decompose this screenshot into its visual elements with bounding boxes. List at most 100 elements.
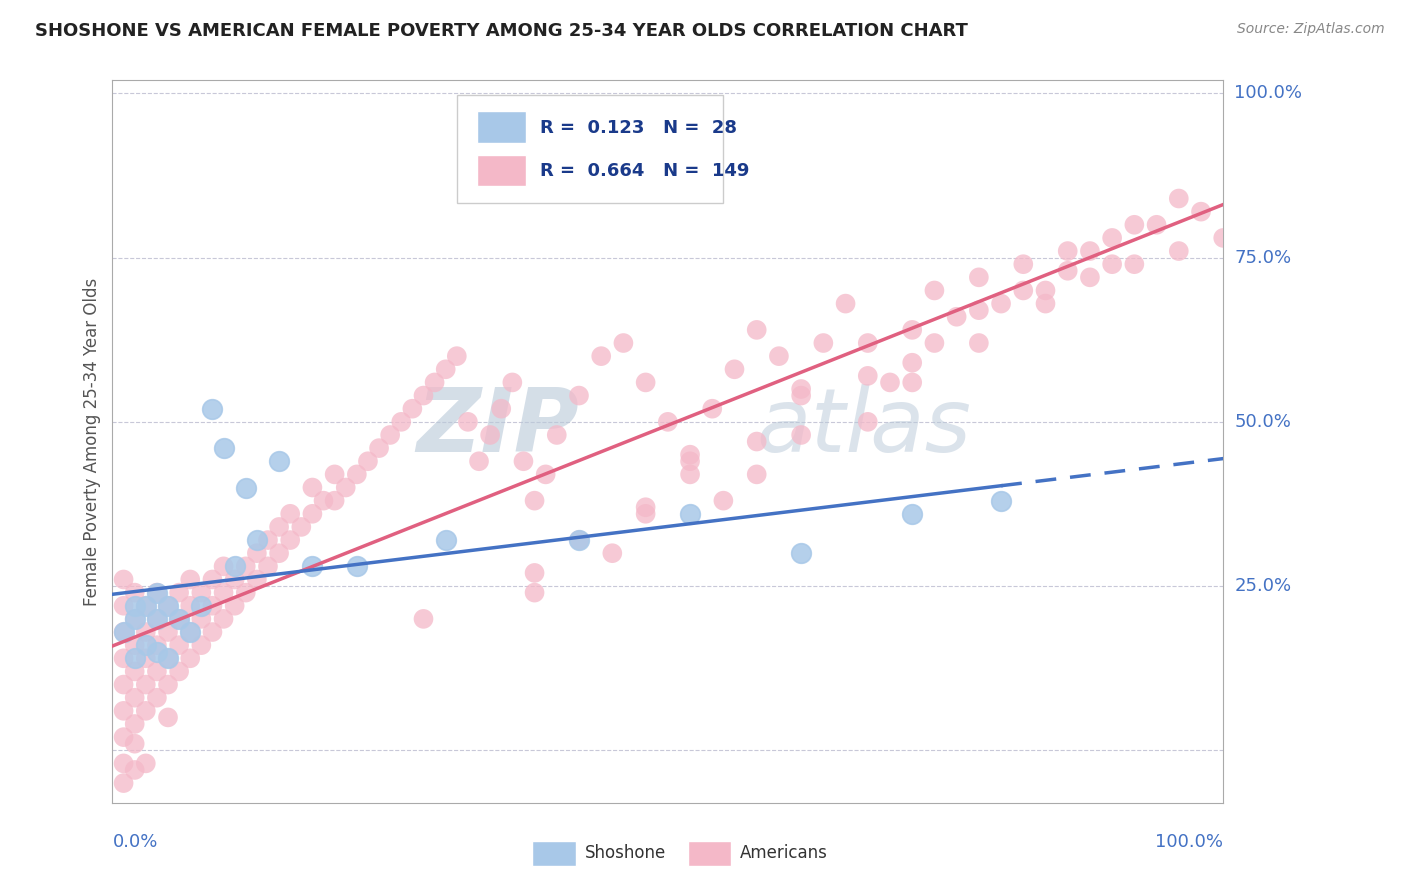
Point — [457, 415, 479, 429]
Point — [568, 388, 591, 402]
Point — [157, 599, 180, 613]
Point — [602, 546, 624, 560]
Point — [157, 710, 180, 724]
Point — [346, 467, 368, 482]
Point — [790, 546, 813, 560]
Text: 50.0%: 50.0% — [1234, 413, 1291, 431]
Point — [157, 651, 180, 665]
Point — [446, 349, 468, 363]
Point — [523, 585, 546, 599]
Point — [679, 467, 702, 482]
Point — [124, 612, 146, 626]
Point — [546, 428, 568, 442]
Point — [235, 585, 257, 599]
Point — [112, 730, 135, 744]
Y-axis label: Female Poverty Among 25-34 Year Olds: Female Poverty Among 25-34 Year Olds — [83, 277, 101, 606]
Point — [489, 401, 512, 416]
Point — [135, 638, 157, 652]
Point — [1035, 296, 1057, 310]
Point — [1101, 257, 1123, 271]
Point — [1212, 231, 1234, 245]
Point — [1123, 218, 1146, 232]
Point — [1146, 218, 1168, 232]
Point — [1101, 231, 1123, 245]
Point — [135, 704, 157, 718]
Point — [112, 599, 135, 613]
Point — [856, 415, 879, 429]
Point — [745, 323, 768, 337]
Point — [1035, 284, 1057, 298]
Point — [323, 467, 346, 482]
Point — [190, 638, 212, 652]
Point — [157, 625, 180, 640]
Point — [135, 677, 157, 691]
FancyBboxPatch shape — [477, 154, 526, 186]
Point — [901, 323, 924, 337]
Point — [346, 559, 368, 574]
Point — [112, 756, 135, 771]
Point — [1012, 284, 1035, 298]
Point — [1012, 257, 1035, 271]
Point — [901, 507, 924, 521]
Point — [879, 376, 901, 390]
Point — [612, 336, 634, 351]
Point — [290, 520, 312, 534]
Point — [201, 573, 224, 587]
Point — [1167, 192, 1189, 206]
Point — [523, 493, 546, 508]
Point — [901, 356, 924, 370]
Text: Shoshone: Shoshone — [585, 845, 666, 863]
Text: 75.0%: 75.0% — [1234, 249, 1292, 267]
Point — [257, 559, 280, 574]
Point — [591, 349, 613, 363]
Point — [179, 625, 201, 640]
Point — [267, 520, 291, 534]
Point — [856, 368, 879, 383]
Point — [179, 651, 201, 665]
Point — [157, 599, 180, 613]
Point — [135, 625, 157, 640]
Point — [124, 717, 146, 731]
Point — [167, 612, 190, 626]
Point — [1189, 204, 1212, 219]
Text: R =  0.664   N =  149: R = 0.664 N = 149 — [540, 162, 749, 180]
Point — [412, 612, 434, 626]
Point — [212, 585, 235, 599]
Point — [167, 638, 190, 652]
Point — [967, 336, 990, 351]
Point — [212, 559, 235, 574]
Point — [423, 376, 446, 390]
Point — [224, 599, 246, 613]
Point — [246, 546, 269, 560]
Point — [312, 493, 335, 508]
Point — [790, 428, 813, 442]
Point — [967, 303, 990, 318]
Point — [167, 665, 190, 679]
Point — [568, 533, 591, 547]
Point — [235, 481, 257, 495]
Point — [124, 638, 146, 652]
Point — [146, 612, 169, 626]
Point — [179, 599, 201, 613]
Point — [634, 500, 657, 515]
Point — [224, 559, 246, 574]
Point — [278, 533, 301, 547]
Text: 0.0%: 0.0% — [112, 833, 157, 851]
Point — [124, 612, 146, 626]
Point — [768, 349, 790, 363]
Point — [745, 467, 768, 482]
Point — [112, 677, 135, 691]
Point — [135, 651, 157, 665]
Point — [267, 454, 291, 468]
Point — [834, 296, 856, 310]
Point — [112, 625, 135, 640]
FancyBboxPatch shape — [477, 112, 526, 143]
Point — [146, 665, 169, 679]
Point — [112, 776, 135, 790]
Point — [924, 284, 946, 298]
Point — [745, 434, 768, 449]
Point — [813, 336, 835, 351]
Point — [990, 493, 1012, 508]
Point — [167, 585, 190, 599]
Point — [1167, 244, 1189, 258]
